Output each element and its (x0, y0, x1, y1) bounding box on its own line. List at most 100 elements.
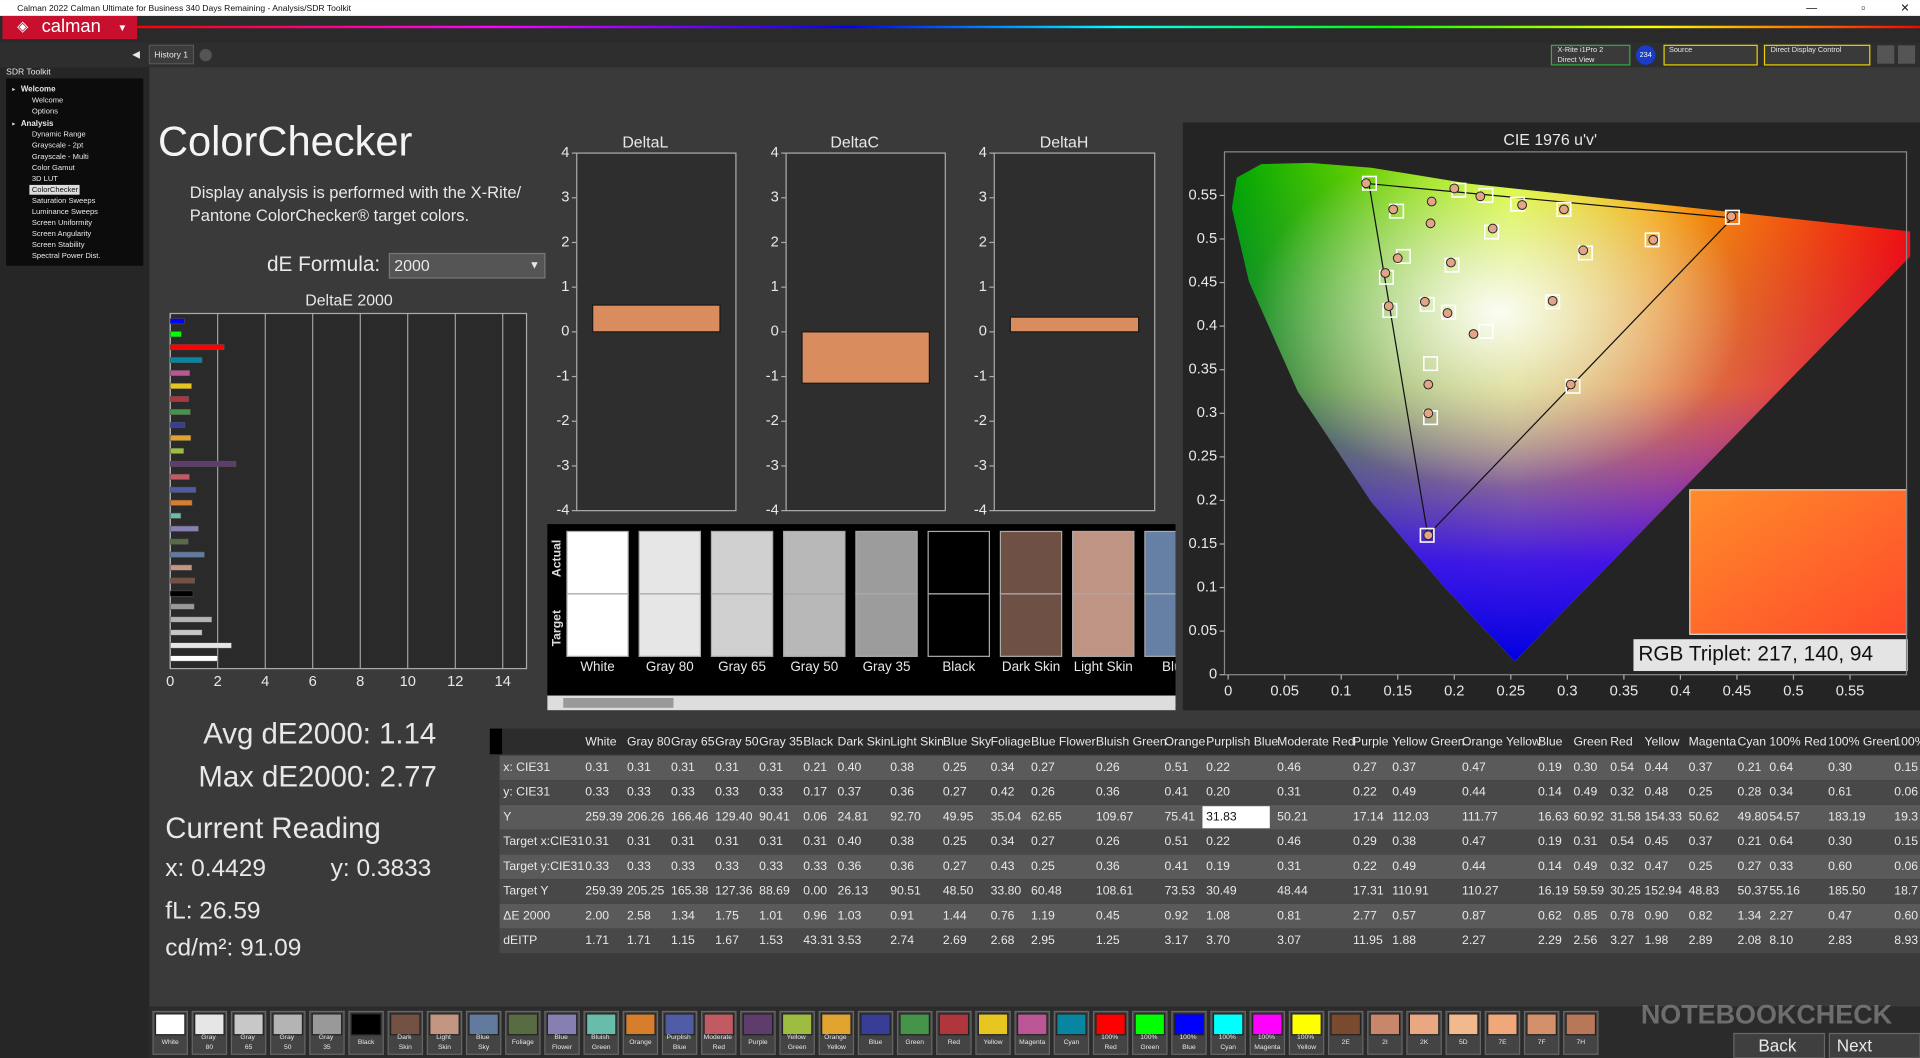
table-cell: 1.34 (671, 908, 695, 922)
column-header: Orange (1164, 734, 1205, 748)
table-cell: 0.37 (1392, 760, 1416, 774)
table-cell: 31.58 (1610, 809, 1641, 823)
table-cell: 0.14 (1538, 785, 1562, 799)
tree-item[interactable]: Luminance Sweeps (32, 207, 98, 216)
y-tick-label: -2 (974, 413, 987, 429)
source-select[interactable] (1663, 44, 1758, 66)
y-tick-label: 4 (979, 145, 987, 161)
swatch-target (1144, 593, 1176, 657)
scroll-thumb[interactable] (563, 697, 674, 708)
table-cell: 0.30 (1573, 760, 1597, 774)
swatch-target (855, 593, 918, 657)
tree-group[interactable]: Welcome (21, 85, 56, 94)
table-cell: 0.45 (1644, 834, 1668, 848)
table-cell: 60.48 (1031, 884, 1062, 898)
tree-item[interactable]: Grayscale - 2pt (32, 141, 84, 150)
row-label: Actual (549, 540, 563, 577)
tree-item[interactable]: Dynamic Range (32, 130, 86, 139)
y-tick-label: 0.25 (1189, 449, 1218, 465)
y-tick-label: -1 (974, 368, 987, 384)
swatch-target (1072, 593, 1135, 657)
tree-group[interactable]: Analysis (21, 119, 54, 128)
bar (169, 447, 184, 454)
patch-color (938, 1013, 970, 1036)
collapse-button[interactable]: ◀ (132, 50, 140, 61)
table-cell: 0.33 (627, 859, 651, 873)
patch-color (703, 1013, 735, 1036)
table-cell: 43.31 (803, 933, 834, 947)
table-cell: 30.25 (1610, 884, 1641, 898)
target-point (1478, 323, 1494, 339)
max-de: Max dE2000: 2.77 (198, 761, 436, 794)
table-cell: 185.50 (1828, 884, 1866, 898)
maximize-button[interactable]: ▫ (1861, 2, 1865, 14)
table-cell: 8.93 (1894, 933, 1918, 947)
patch-color (233, 1013, 264, 1036)
table-cell: 110.27 (1462, 884, 1499, 898)
table-cell: 3.70 (1206, 933, 1230, 947)
scrollbar[interactable] (547, 695, 1176, 711)
swatch-actual (1072, 530, 1135, 595)
patch-color (977, 1013, 1009, 1036)
bar (169, 486, 197, 493)
table-cell: 0.25 (1689, 785, 1713, 799)
tree-item[interactable]: Saturation Sweeps (32, 196, 96, 205)
table-cell: 0.44 (1462, 785, 1486, 799)
table-cell: 49.95 (943, 809, 974, 823)
tree-item[interactable]: Screen Stability (32, 240, 85, 249)
tree-item[interactable]: Spectral Power Dist. (32, 251, 101, 260)
table-cell: 0.27 (1738, 859, 1762, 873)
tree-item[interactable]: Options (32, 106, 58, 115)
table-cell: 0.49 (1392, 859, 1416, 873)
tree-item[interactable]: 3D LUT (32, 174, 58, 183)
tree-item[interactable]: Grayscale - Multi (32, 152, 89, 161)
column-header: Gray 65 (671, 734, 715, 748)
settings-button[interactable] (1877, 45, 1895, 64)
display-select[interactable] (1763, 44, 1871, 66)
tree-item[interactable]: Color Gamut (32, 163, 76, 172)
table-cell: 0.28 (1738, 785, 1762, 799)
x-tick-label: 0.3 (1557, 684, 1577, 700)
table-cell: 50.37 (1738, 884, 1769, 898)
meter-select[interactable] (1550, 44, 1631, 66)
column-header: Foliage (991, 734, 1031, 748)
add-tab[interactable] (199, 49, 212, 62)
table-cell: 0.31 (715, 834, 739, 848)
table-cell: 0.36 (890, 859, 914, 873)
patch-color (1526, 1013, 1557, 1036)
table-cell: 2.00 (585, 908, 609, 922)
y-tick-label: 0.15 (1189, 536, 1218, 552)
table-cell: 2.89 (1689, 933, 1713, 947)
table-cell: 0.47 (1462, 834, 1486, 848)
patch-label: Foliage (512, 1039, 534, 1046)
back-button[interactable] (1733, 1032, 1826, 1058)
table-cell: 26.13 (838, 884, 869, 898)
bar (169, 551, 205, 558)
formula-select[interactable] (388, 252, 546, 279)
column-header: Blue (1538, 734, 1563, 748)
table-cell: 0.46 (1277, 834, 1301, 848)
table-cell: 59.59 (1573, 884, 1604, 898)
table-row-bg (499, 780, 1920, 805)
table-cell: 0.31 (759, 834, 783, 848)
table-cell: 0.22 (1353, 859, 1377, 873)
minimize-button[interactable]: — (1806, 2, 1818, 14)
table-cell: 1.08 (1206, 908, 1230, 922)
y-tick-label: 1 (979, 279, 987, 295)
tree-item[interactable]: Screen Angularity (32, 229, 92, 238)
logo-box[interactable] (2, 15, 138, 40)
patch-color (429, 1013, 460, 1036)
table-cell: 0.60 (1828, 859, 1852, 873)
x-tick-label: 0 (166, 674, 174, 690)
window-button[interactable] (1897, 45, 1916, 64)
table-cell: 1.19 (1031, 908, 1055, 922)
tab[interactable] (148, 44, 195, 65)
tree-item[interactable]: ColorChecker (32, 185, 79, 194)
tree-item[interactable]: Welcome (32, 95, 63, 104)
close-button[interactable]: ✕ (1900, 2, 1909, 14)
table-cell: 206.26 (627, 809, 665, 823)
table-cell: 0.81 (1277, 908, 1301, 922)
actual-point (1445, 257, 1456, 268)
tree-item[interactable]: Screen Uniformity (32, 218, 92, 227)
table-cell: 0.22 (1206, 760, 1230, 774)
